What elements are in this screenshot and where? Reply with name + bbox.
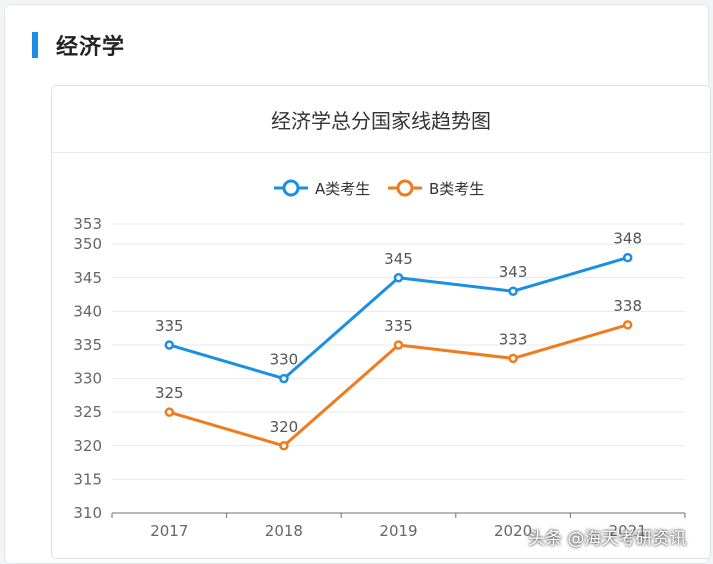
chart-title: 经济学总分国家线趋势图 bbox=[52, 86, 710, 153]
data-point bbox=[622, 252, 633, 263]
legend-label: B类考生 bbox=[429, 180, 484, 198]
x-tick-label: 2018 bbox=[265, 522, 303, 540]
y-tick-label: 320 bbox=[73, 437, 102, 455]
y-tick-label: 350 bbox=[73, 235, 102, 253]
y-tick-label: 325 bbox=[73, 403, 102, 421]
x-tick-label: 2019 bbox=[379, 522, 417, 540]
data-label: 345 bbox=[384, 250, 413, 268]
chart-card: 经济学总分国家线趋势图 310 315 320 325 330 335 340 345 350 3… bbox=[51, 85, 711, 559]
data-label: 333 bbox=[499, 330, 528, 348]
legend-label: A类考生 bbox=[315, 180, 370, 198]
data-label: 343 bbox=[499, 263, 528, 281]
data-point bbox=[279, 441, 289, 451]
data-point bbox=[164, 340, 175, 350]
y-tick-label: 345 bbox=[73, 269, 102, 287]
data-label: 338 bbox=[613, 297, 642, 315]
data-point bbox=[508, 353, 518, 364]
data-label: 325 bbox=[155, 384, 184, 402]
section-header: 经济学 bbox=[32, 30, 125, 60]
y-tick-label: 340 bbox=[73, 302, 102, 320]
line-chart: 310 315 320 325 330 335 340 345 350 353 2017 2018 20… bbox=[73, 179, 686, 540]
data-point bbox=[279, 373, 289, 384]
data-label: 320 bbox=[270, 418, 299, 436]
y-tick-label: 310 bbox=[73, 504, 102, 522]
data-label: 335 bbox=[155, 317, 184, 335]
legend-circle-icon bbox=[282, 179, 300, 197]
watermark-text: 头条 @海天考研资讯 bbox=[528, 529, 687, 549]
x-tick-label: 2021 bbox=[609, 522, 647, 540]
y-tick-label: 335 bbox=[73, 336, 102, 354]
x-tick-label: 2020 bbox=[494, 522, 532, 540]
section-accent-bar bbox=[32, 32, 38, 58]
y-tick-label: 315 bbox=[73, 470, 102, 488]
data-point bbox=[622, 320, 633, 330]
data-label: 348 bbox=[613, 230, 642, 248]
data-point bbox=[508, 286, 518, 296]
y-tick-label: 353 bbox=[73, 215, 102, 233]
data-point bbox=[393, 340, 404, 350]
x-tick-label: 2017 bbox=[150, 522, 188, 540]
legend-circle-icon bbox=[396, 179, 414, 197]
data-label: 330 bbox=[270, 351, 299, 369]
section-title: 经济学 bbox=[56, 35, 126, 60]
data-point bbox=[393, 273, 404, 283]
y-tick-label: 330 bbox=[73, 370, 102, 388]
data-label: 335 bbox=[384, 317, 413, 335]
data-point bbox=[164, 407, 175, 417]
